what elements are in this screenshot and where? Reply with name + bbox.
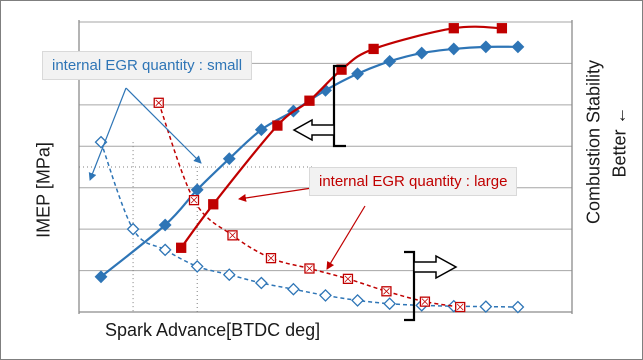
point-hatch bbox=[267, 254, 275, 262]
point-hatch bbox=[421, 298, 429, 305]
data-point-stability_small bbox=[126, 222, 140, 236]
data-point-stability_small bbox=[254, 276, 268, 290]
data-point-imep_small bbox=[94, 270, 108, 284]
series-imep_large bbox=[176, 23, 508, 253]
point-hatch bbox=[306, 265, 313, 272]
annotation-shapes bbox=[88, 64, 458, 322]
y-axis-label-right-line2: Better ← bbox=[609, 106, 630, 178]
series-layer bbox=[94, 23, 525, 314]
data-point-imep_large bbox=[176, 242, 187, 253]
y-axis-label-right-line1: Combustion Stability bbox=[583, 59, 604, 225]
data-point-imep_small bbox=[351, 67, 364, 81]
data-point-imep_small bbox=[254, 123, 268, 137]
data-point-imep_large bbox=[304, 95, 315, 106]
point-hatch bbox=[229, 232, 236, 239]
leader-small-to-stability bbox=[88, 87, 127, 181]
data-point-stability_small bbox=[158, 243, 172, 257]
annotation-egr-large: internal EGR quantity : large bbox=[309, 167, 518, 196]
point-hatch bbox=[344, 275, 352, 283]
point-hatch bbox=[456, 303, 464, 311]
data-point-stability_small bbox=[222, 268, 236, 282]
data-point-stability_small bbox=[383, 297, 397, 311]
data-point-imep_large bbox=[368, 43, 379, 55]
series-stability_large bbox=[153, 97, 466, 313]
x-axis-label: Spark Advance[BTDC deg] bbox=[105, 320, 321, 340]
data-point-stability_small bbox=[190, 260, 204, 273]
leader-large-to-stability bbox=[326, 205, 366, 270]
data-point-imep_small bbox=[479, 40, 493, 54]
leader-large-to-imep bbox=[238, 187, 313, 202]
data-point-imep_small bbox=[158, 218, 172, 232]
leader-small-to-imep bbox=[125, 87, 202, 164]
data-point-imep_small bbox=[222, 152, 236, 166]
data-point-stability_small bbox=[319, 289, 332, 302]
bracket-imep bbox=[332, 64, 346, 148]
data-point-imep_large bbox=[496, 23, 508, 34]
annotation-egr-small: internal EGR quantity : small bbox=[42, 51, 253, 80]
data-point-imep_large bbox=[448, 23, 459, 34]
arrow-left-imep bbox=[292, 118, 335, 142]
data-point-imep_small bbox=[447, 42, 461, 56]
point-hatch bbox=[190, 196, 198, 204]
series-line-imep_small bbox=[100, 45, 518, 278]
data-point-stability_small bbox=[351, 293, 364, 307]
data-point-imep_small bbox=[511, 40, 525, 54]
series-line-imep_large bbox=[180, 25, 502, 249]
bracket-stability bbox=[404, 250, 416, 322]
data-point-imep_large bbox=[208, 199, 219, 210]
data-point-imep_small bbox=[383, 54, 397, 68]
y-axis-label-left: IMEP [MPa] bbox=[33, 142, 54, 238]
arrow-right-stability bbox=[413, 254, 458, 280]
data-point-imep_large bbox=[272, 120, 283, 131]
point-hatch bbox=[383, 288, 390, 295]
data-point-stability_small bbox=[479, 300, 493, 314]
point-hatch bbox=[155, 99, 163, 107]
data-point-stability_small bbox=[287, 282, 300, 296]
data-point-stability_small bbox=[94, 135, 108, 149]
data-point-imep_small bbox=[415, 46, 429, 60]
series-stability_small bbox=[94, 135, 525, 314]
data-point-stability_small bbox=[511, 300, 525, 314]
